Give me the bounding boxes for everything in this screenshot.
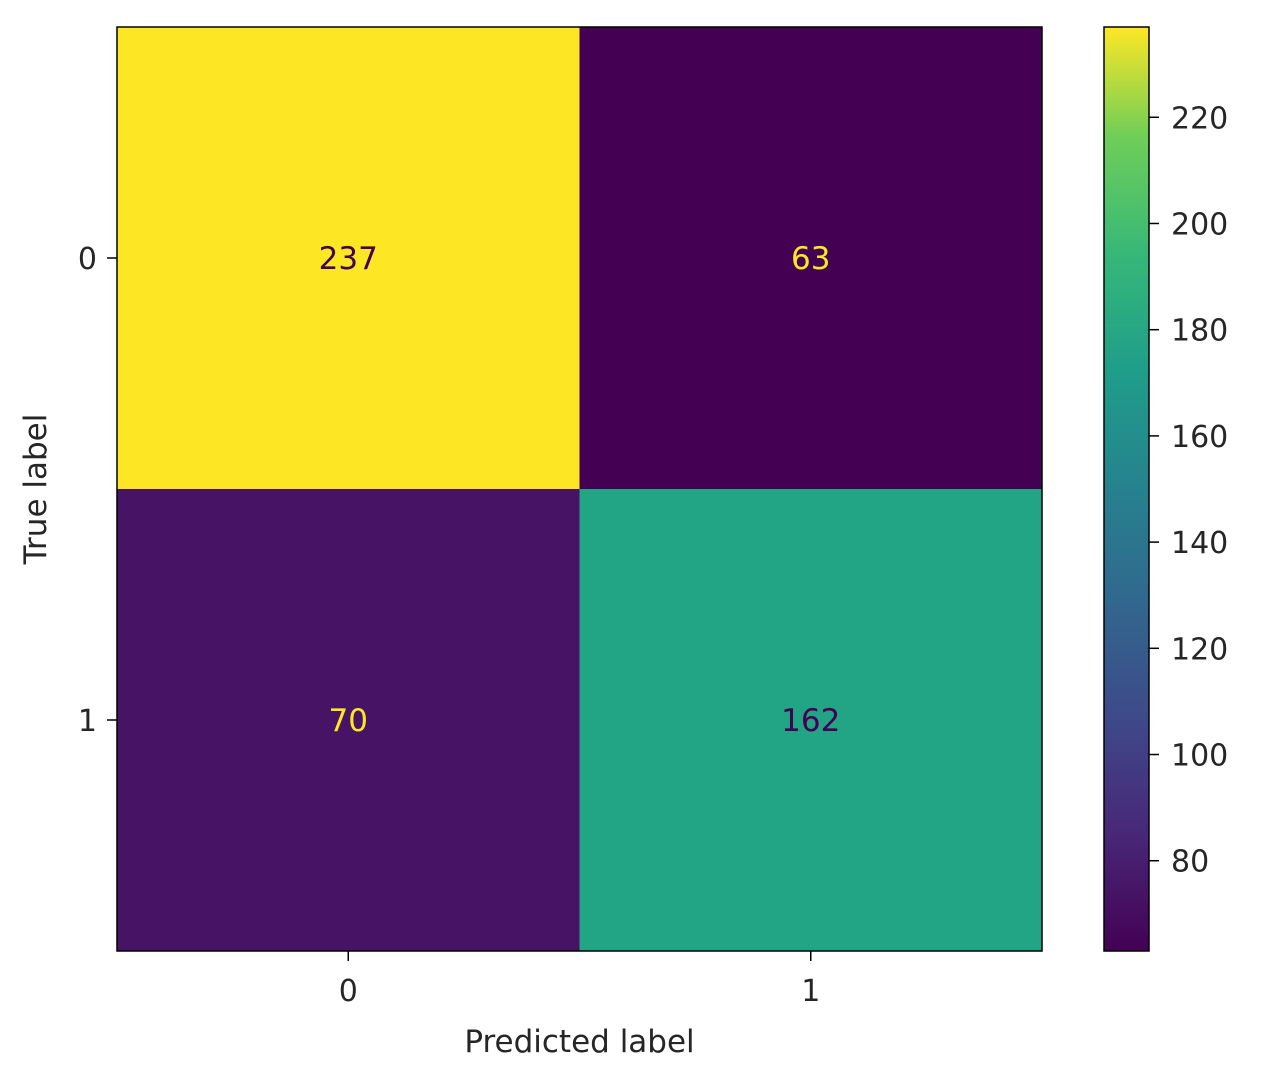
colorbar-tick-label: 160 xyxy=(1171,420,1228,455)
colorbar-tick-label: 100 xyxy=(1171,739,1228,774)
cell-value-labels: 237 63 70 162 xyxy=(319,241,841,739)
y-tick-label: 0 xyxy=(78,242,97,277)
colorbar-tick-label: 220 xyxy=(1171,101,1228,136)
cell-value-label-1-1: 162 xyxy=(781,703,840,739)
heatmap-cell-0-0 xyxy=(117,27,580,489)
plot-frame xyxy=(116,26,1043,952)
heatmap-cell-1-1 xyxy=(579,489,1042,951)
heatmap-cell-0-1 xyxy=(579,27,1042,489)
colorbar-tick-label: 80 xyxy=(1171,845,1209,880)
y-axis-label: True label xyxy=(18,414,54,566)
colorbar-tick-label: 140 xyxy=(1171,526,1228,561)
x-axis-label: Predicted label xyxy=(464,1024,694,1060)
x-tick-label: 0 xyxy=(339,974,358,1009)
colorbar-tick-label: 200 xyxy=(1171,207,1228,242)
x-tick-label: 1 xyxy=(801,974,820,1009)
y-axis-ticks: 01 xyxy=(78,242,117,739)
cell-value-label-0-0: 237 xyxy=(319,241,378,277)
colorbar-ticks: 80 100 120 140 160 180 200 220 xyxy=(1149,101,1228,880)
cell-value-label-0-1: 63 xyxy=(791,241,830,277)
cell-value-label-1-0: 70 xyxy=(329,703,368,739)
y-tick-label: 1 xyxy=(78,704,97,739)
colorbar xyxy=(1103,26,1150,952)
heatmap-cells xyxy=(117,27,1042,951)
colorbar-tick-label: 180 xyxy=(1171,314,1228,349)
colorbar-tick-label: 120 xyxy=(1171,632,1228,667)
heatmap-cell-1-0 xyxy=(117,489,580,951)
